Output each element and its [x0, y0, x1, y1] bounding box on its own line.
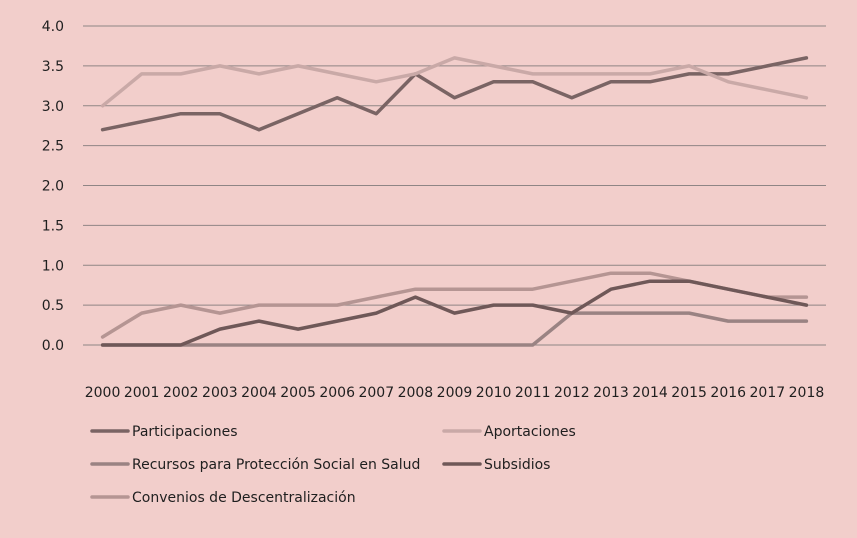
x-tick-label: 2014	[632, 385, 668, 401]
x-tick-label: 2015	[671, 385, 707, 401]
y-tick-label: 2.0	[42, 179, 64, 195]
legend: Participaciones Aportaciones Recursos para…	[90, 424, 576, 506]
x-tick-label: 2011	[515, 385, 551, 401]
y-tick-label: 1.0	[42, 258, 64, 274]
legend-label: Aportaciones	[484, 424, 576, 440]
x-tick-label: 2002	[163, 385, 199, 401]
series-line-subsidios	[100, 279, 809, 347]
x-tick-label: 2009	[437, 385, 473, 401]
series-lines	[100, 56, 809, 347]
legend-item: Convenios de Descentralización	[90, 490, 356, 506]
y-tick-label: 4.0	[42, 19, 64, 35]
y-tick-label: 2.5	[42, 139, 64, 155]
legend-label: Convenios de Descentralización	[132, 490, 356, 506]
x-tick-label: 2013	[593, 385, 629, 401]
legend-label: Recursos para Protección Social en Salud	[132, 457, 420, 473]
x-tick-label: 2010	[476, 385, 512, 401]
y-axis-ticks: 0.0 0.5 1.0 1.5 2.0 2.5 3.0 3.5 4.0	[42, 19, 64, 354]
x-tick-label: 2006	[319, 385, 355, 401]
legend-item: Subsidios	[442, 457, 550, 473]
series-line-participaciones	[100, 56, 809, 132]
y-tick-label: 1.5	[42, 218, 64, 234]
x-tick-label: 2012	[554, 385, 590, 401]
legend-item: Aportaciones	[442, 424, 576, 440]
legend-item: Participaciones	[90, 424, 238, 440]
x-tick-label: 2007	[358, 385, 394, 401]
x-tick-label: 2001	[124, 385, 160, 401]
x-tick-label: 2016	[710, 385, 746, 401]
x-tick-label: 2004	[241, 385, 277, 401]
x-tick-label: 2017	[750, 385, 786, 401]
y-tick-label: 0.0	[42, 338, 64, 354]
y-tick-label: 3.5	[42, 59, 64, 75]
legend-label: Subsidios	[484, 457, 550, 473]
grid-lines	[83, 25, 826, 346]
series-line-recursos-para-protecci-n-social-en-salud	[100, 311, 809, 347]
x-axis-ticks: 2000 2001 2002 2003 2004 2005 2006 2007 2008 2009…	[85, 385, 825, 401]
y-tick-label: 3.0	[42, 99, 64, 115]
x-tick-label: 2000	[85, 385, 121, 401]
legend-label: Participaciones	[132, 424, 238, 440]
legend-item: Recursos para Protección Social en Salud	[90, 457, 420, 473]
series-line-aportaciones	[100, 56, 809, 108]
y-tick-label: 0.5	[42, 298, 64, 314]
x-tick-label: 2003	[202, 385, 238, 401]
x-tick-label: 2018	[789, 385, 825, 401]
x-tick-label: 2005	[280, 385, 316, 401]
x-tick-label: 2008	[398, 385, 434, 401]
